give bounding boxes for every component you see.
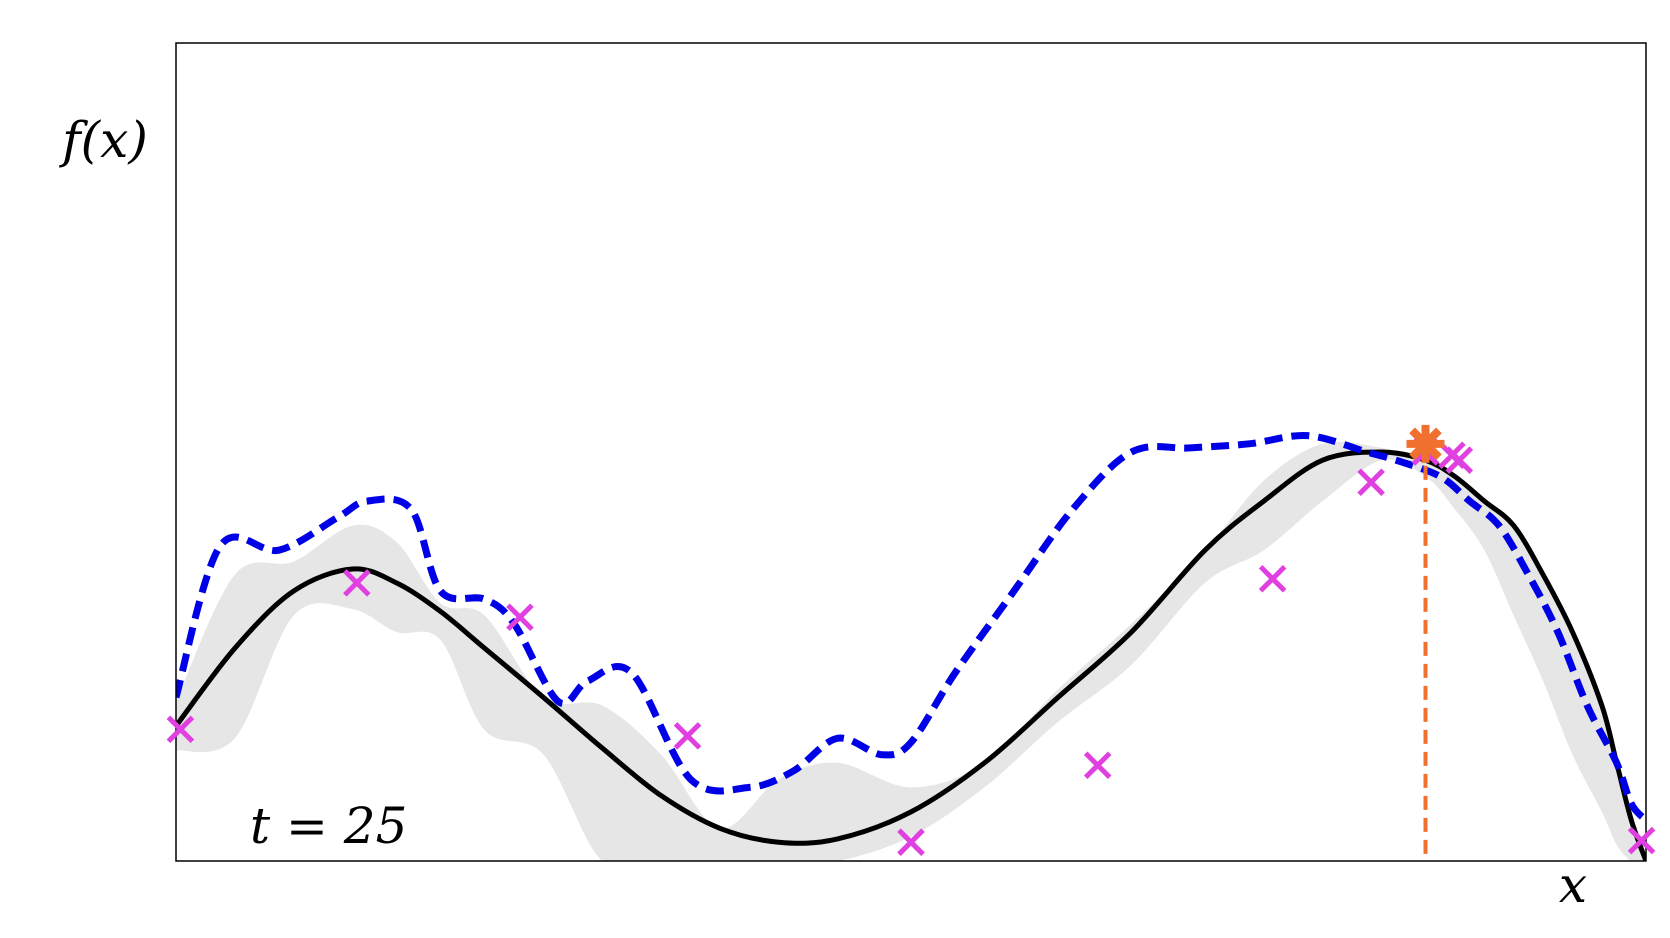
observation-marker bbox=[343, 569, 371, 597]
maximizer-star-marker bbox=[1406, 424, 1445, 463]
true-function-line bbox=[176, 449, 1646, 861]
observation-marker bbox=[1258, 565, 1287, 593]
plot-frame bbox=[175, 42, 1647, 862]
observation-marker bbox=[1445, 446, 1474, 474]
observation-marker bbox=[506, 603, 534, 632]
upper-confidence-bound-line bbox=[176, 431, 1646, 823]
x-axis-label: x bbox=[1559, 856, 1587, 914]
y-axis-label: f(x) bbox=[58, 111, 148, 169]
observation-marker bbox=[166, 715, 195, 744]
uncertainty-band bbox=[176, 441, 1646, 861]
observation-marker bbox=[673, 722, 702, 750]
observation-marker bbox=[1357, 468, 1385, 497]
observation-marker bbox=[1627, 826, 1656, 855]
iteration-annotation: t = 25 bbox=[250, 797, 407, 855]
observation-marker bbox=[897, 828, 925, 856]
observation-marker bbox=[1083, 751, 1112, 780]
